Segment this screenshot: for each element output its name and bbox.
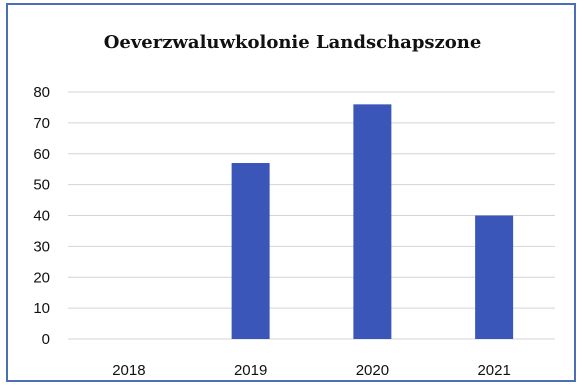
x-tick-label: 2019: [234, 362, 267, 379]
y-tick-label: 40: [33, 208, 50, 225]
y-tick-label: 30: [33, 238, 50, 255]
chart-title: Oeverzwaluwkolonie Landschapszone: [103, 32, 482, 53]
bar-2020: [353, 104, 392, 339]
y-tick-label: 10: [33, 300, 50, 317]
x-tick-label: 2021: [477, 362, 510, 379]
y-tick-label: 80: [33, 84, 50, 101]
x-tick-label: 2020: [356, 362, 389, 379]
y-tick-label: 20: [33, 269, 50, 286]
bars: [231, 104, 514, 339]
y-tick-label: 50: [33, 177, 50, 194]
bar-2019: [231, 163, 270, 339]
x-axis-ticks: 2018 2019 2020 2021: [112, 362, 511, 379]
y-tick-label: 70: [33, 115, 50, 132]
bar-2021: [475, 215, 514, 339]
y-tick-label: 60: [33, 146, 50, 163]
gridlines: [68, 91, 555, 340]
y-axis-ticks: 0 10 20 30 40 50 60 70 80: [33, 84, 50, 348]
y-tick-label: 0: [42, 331, 50, 348]
x-tick-label: 2018: [112, 362, 145, 379]
